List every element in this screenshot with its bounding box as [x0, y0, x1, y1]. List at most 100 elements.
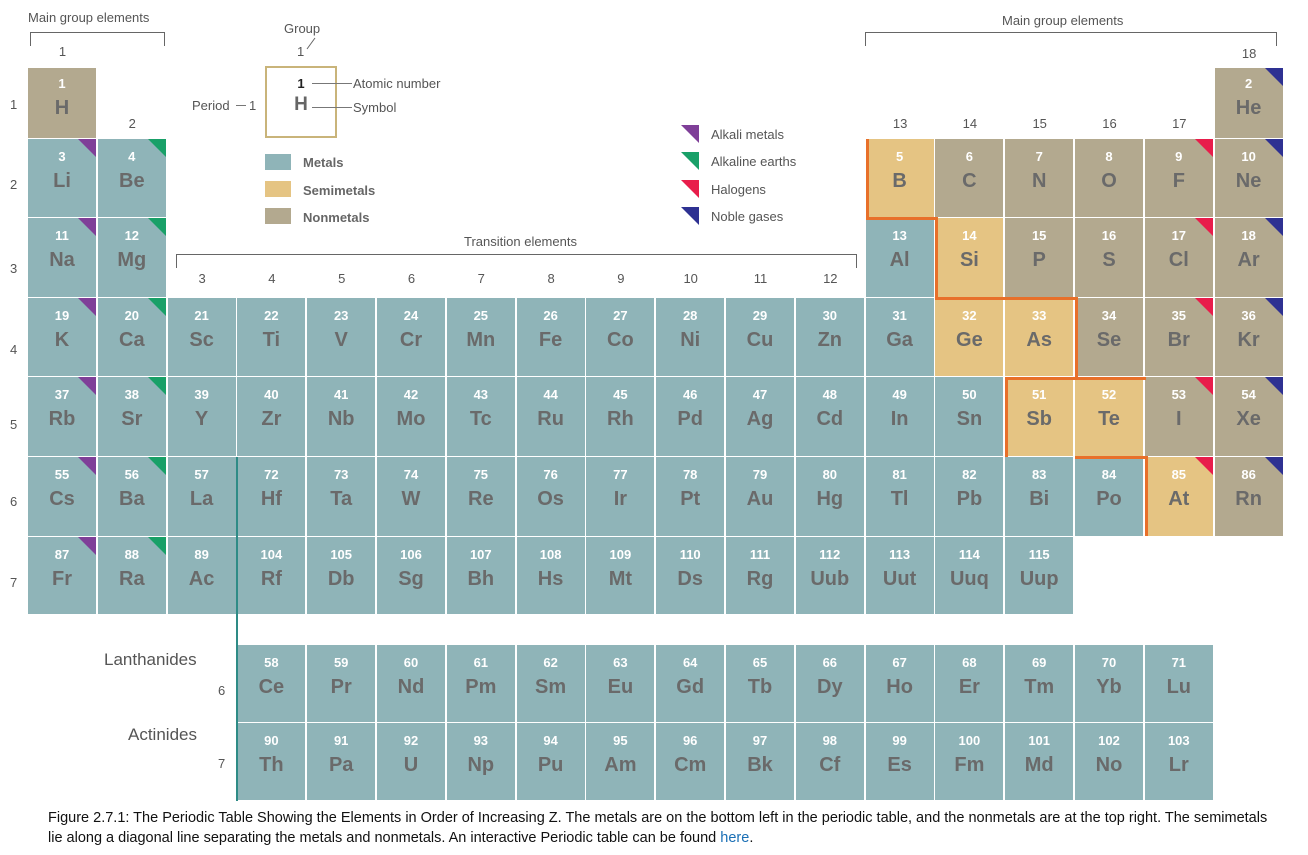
element-cell-at: 85 At — [1144, 457, 1214, 537]
element-symbol: Rg — [746, 568, 774, 590]
element-symbol: Ga — [886, 329, 913, 351]
element-cell-pa: 91 Pa — [307, 723, 377, 801]
element-cell-tc: 43 Tc — [446, 377, 516, 457]
group-label-8: 8 — [547, 271, 555, 286]
element-symbol: Ar — [1237, 249, 1260, 271]
key-period-label: Period — [192, 98, 230, 113]
element-cell-rb: 37 Rb — [28, 377, 97, 457]
element-symbol: Th — [259, 754, 284, 776]
element-symbol: Te — [1098, 408, 1120, 430]
element-symbol: Lr — [1168, 754, 1189, 776]
atomic-number: 3 — [58, 149, 66, 164]
element-symbol: K — [54, 329, 70, 351]
element-symbol: Be — [119, 170, 145, 192]
alkali-corner-marker — [78, 457, 96, 475]
element-cell-cl: 17 Cl — [1144, 218, 1214, 298]
element-cell-nd: 60 Nd — [377, 645, 446, 723]
noble-gases-triangle — [681, 207, 699, 225]
element-symbol: Li — [53, 170, 71, 192]
atomic-number: 25 — [473, 308, 489, 323]
caption-here-link[interactable]: here — [720, 830, 750, 846]
element-symbol: Xe — [1236, 408, 1261, 430]
alkali-corner-marker — [78, 298, 96, 316]
element-cell-zr: 40 Zr — [237, 377, 307, 457]
element-cell-yb: 70 Yb — [1075, 645, 1144, 723]
element-cell-sr: 38 Sr — [97, 377, 167, 457]
atomic-number: 67 — [892, 655, 907, 670]
alkaline-earths-label: Alkaline earths — [711, 154, 797, 169]
element-symbol: Cu — [746, 329, 774, 351]
atomic-number: 81 — [892, 467, 907, 482]
legend-semimetals-swatch — [265, 181, 291, 197]
element-cell-sm: 62 Sm — [516, 645, 586, 723]
element-cell-uuq: 114 Uuq — [935, 537, 1005, 615]
element-cell-pd: 46 Pd — [656, 377, 726, 457]
element-symbol: Ca — [119, 329, 145, 351]
actinides-period: 7 — [218, 756, 226, 771]
element-cell-kr: 36 Kr — [1214, 298, 1284, 377]
element-symbol: Pm — [465, 676, 497, 698]
element-cell-in: 49 In — [865, 377, 935, 457]
element-cell-uub: 112 Uub — [795, 537, 865, 615]
element-symbol: Cd — [816, 408, 844, 430]
element-symbol: P — [1032, 249, 1046, 271]
element-cell-th: 90 Th — [237, 723, 307, 801]
atomic-number: 90 — [264, 733, 279, 748]
group-label-4: 4 — [268, 271, 276, 286]
main-group-right-bracket — [865, 32, 1277, 46]
atomic-number: 31 — [892, 308, 907, 323]
element-symbol: Mn — [466, 329, 496, 351]
element-symbol: Nb — [327, 408, 355, 430]
atomic-number: 22 — [264, 308, 279, 323]
element-symbol: Fm — [954, 754, 985, 776]
atomic-number: 95 — [613, 733, 628, 748]
main-group-right-label: Main group elements — [1002, 13, 1124, 28]
element-cell-s: 16 S — [1075, 218, 1144, 298]
legend-metals-label: Metals — [303, 155, 344, 170]
group-label-5: 5 — [338, 271, 346, 286]
legend-metals-swatch — [265, 154, 291, 170]
atomic-number: 88 — [124, 547, 140, 562]
atomic-number: 8 — [1105, 149, 1113, 164]
atomic-number: 68 — [962, 655, 977, 670]
atomic-number: 84 — [1101, 467, 1117, 482]
atomic-number: 41 — [333, 387, 349, 402]
atomic-number: 1 — [58, 76, 66, 91]
alkali-corner-marker — [78, 139, 96, 157]
element-cell-tm: 69 Tm — [1005, 645, 1075, 723]
atomic-number: 27 — [613, 308, 628, 323]
atomic-number: 46 — [682, 387, 698, 402]
element-cell-uup: 115 Uup — [1005, 537, 1075, 615]
element-cell-hf: 72 Hf — [237, 457, 307, 537]
atomic-number: 7 — [1035, 149, 1043, 164]
element-cell-ne: 10 Ne — [1214, 139, 1284, 218]
period-label-7: 7 — [10, 575, 18, 590]
atomic-number: 96 — [682, 733, 698, 748]
legend-nonmetals-swatch — [265, 208, 291, 224]
element-symbol: Sm — [535, 676, 567, 698]
element-symbol: Ni — [680, 329, 701, 351]
element-cell-pu: 94 Pu — [516, 723, 586, 801]
element-symbol: Zr — [261, 408, 282, 430]
element-symbol: Gd — [676, 676, 705, 698]
element-symbol: B — [892, 170, 907, 192]
group-label-14: 14 — [962, 116, 978, 131]
element-cell-ra: 88 Ra — [97, 537, 167, 615]
element-cell-se: 34 Se — [1075, 298, 1144, 377]
group-label-16: 16 — [1102, 116, 1117, 131]
element-cell-mt: 109 Mt — [586, 537, 656, 615]
period-label-6: 6 — [10, 494, 18, 509]
alkaline-corner-marker — [147, 298, 166, 316]
legend-nonmetals-label: Nonmetals — [303, 210, 370, 225]
noble-gases-label: Noble gases — [711, 209, 784, 224]
noble-corner-marker — [1264, 68, 1283, 86]
element-cell-fr: 87 Fr — [28, 537, 97, 615]
element-cell-bk: 97 Bk — [726, 723, 795, 801]
element-symbol: La — [189, 488, 214, 510]
element-symbol: No — [1095, 754, 1123, 776]
element-symbol: Ra — [119, 568, 145, 590]
element-symbol: Rf — [260, 568, 282, 590]
group-label-7: 7 — [477, 271, 485, 286]
element-symbol: Fr — [52, 568, 72, 590]
